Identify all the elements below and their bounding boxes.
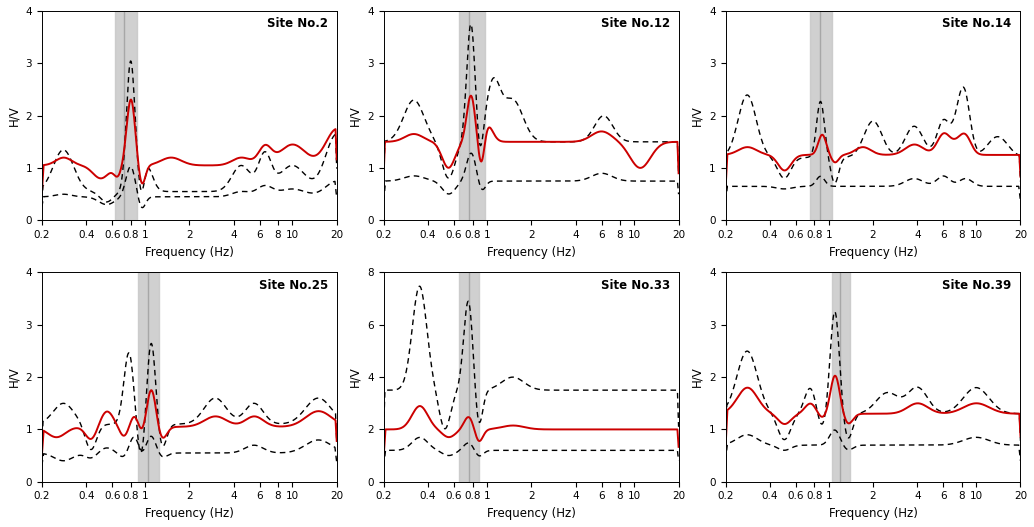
Text: Site No.2: Site No.2 <box>267 17 328 30</box>
Text: Site No.14: Site No.14 <box>942 17 1011 30</box>
Y-axis label: H/V: H/V <box>348 367 362 387</box>
X-axis label: Frequency (Hz): Frequency (Hz) <box>828 246 917 259</box>
Bar <box>459 11 485 220</box>
Y-axis label: H/V: H/V <box>348 105 362 126</box>
Bar <box>831 272 850 482</box>
Y-axis label: H/V: H/V <box>691 367 704 387</box>
Text: Site No.33: Site No.33 <box>601 279 670 291</box>
Y-axis label: H/V: H/V <box>691 105 704 126</box>
Text: Site No.12: Site No.12 <box>601 17 670 30</box>
X-axis label: Frequency (Hz): Frequency (Hz) <box>487 507 576 520</box>
Text: Site No.25: Site No.25 <box>258 279 328 291</box>
X-axis label: Frequency (Hz): Frequency (Hz) <box>487 246 576 259</box>
X-axis label: Frequency (Hz): Frequency (Hz) <box>145 507 234 520</box>
X-axis label: Frequency (Hz): Frequency (Hz) <box>828 507 917 520</box>
Y-axis label: H/V: H/V <box>7 105 20 126</box>
X-axis label: Frequency (Hz): Frequency (Hz) <box>145 246 234 259</box>
Text: Site No.39: Site No.39 <box>942 279 1011 291</box>
Bar <box>811 11 831 220</box>
Bar <box>139 272 159 482</box>
Bar <box>459 272 479 482</box>
Bar <box>116 11 136 220</box>
Y-axis label: H/V: H/V <box>7 367 20 387</box>
